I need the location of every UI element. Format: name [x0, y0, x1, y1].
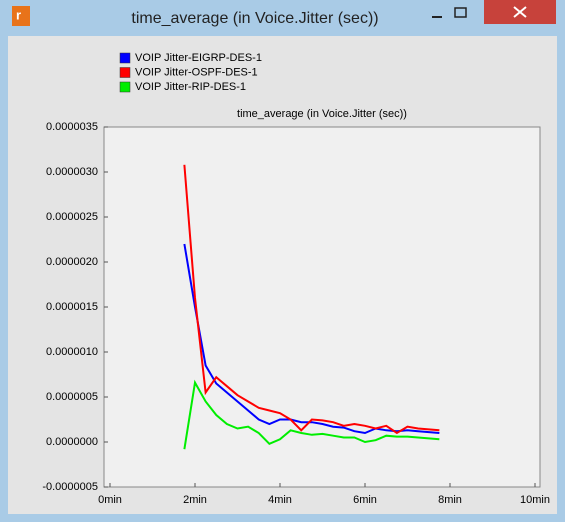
- x-tick-label: 0min: [98, 494, 122, 506]
- legend-swatch: [119, 81, 131, 93]
- series-line: [183, 379, 440, 450]
- chart-title: time_average (in Voice.Jitter (sec)): [237, 108, 407, 120]
- y-tick-label: 0.0000015: [46, 301, 98, 313]
- app-icon-letter: r: [16, 7, 21, 22]
- y-tick-label: 0.0000005: [46, 391, 98, 403]
- y-tick-label: 0.0000035: [46, 121, 98, 133]
- x-tick-label: 2min: [183, 494, 207, 506]
- minimize-button[interactable]: [432, 16, 442, 18]
- y-tick-label: 0.0000020: [46, 256, 98, 268]
- series-line: [183, 164, 440, 435]
- app-icon: [12, 6, 30, 26]
- x-tick-label: 8min: [438, 494, 462, 506]
- maximize-button[interactable]: [454, 7, 467, 18]
- legend-swatch: [119, 67, 131, 78]
- y-tick-label: 0.0000030: [46, 166, 98, 178]
- close-icon: [513, 6, 527, 18]
- x-tick-label: 10min: [520, 494, 550, 506]
- y-tick-label: 0.0000025: [46, 211, 98, 223]
- window-title: time_average (in Voice.Jitter (sec)): [131, 10, 378, 27]
- y-tick-label: -0.0000005: [42, 481, 98, 493]
- y-tick-label: 0.0000000: [46, 436, 98, 448]
- series-line: [183, 243, 440, 435]
- x-tick-label: 6min: [353, 494, 377, 506]
- x-tick-label: 4min: [268, 494, 292, 506]
- legend-swatch: [119, 52, 131, 64]
- legend-label: VOIP Jitter-EIGRP-DES-1: [135, 52, 262, 64]
- plot-area: [103, 126, 541, 488]
- y-tick-label: 0.0000010: [46, 346, 98, 358]
- legend-label: VOIP Jitter-OSPF-DES-1: [135, 66, 258, 78]
- legend-label: VOIP Jitter-RIP-DES-1: [135, 81, 246, 93]
